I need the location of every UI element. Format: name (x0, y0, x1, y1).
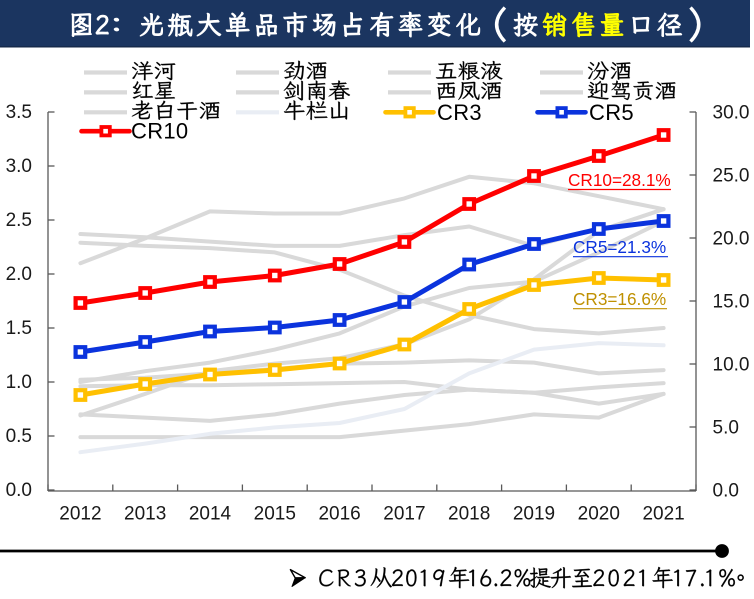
svg-text:CR3=16.6%: CR3=16.6% (573, 289, 666, 309)
svg-text:2018: 2018 (448, 504, 490, 525)
svg-text:0.0: 0.0 (713, 481, 739, 502)
svg-text:30.0: 30.0 (713, 103, 750, 124)
svg-text:1.0: 1.0 (6, 372, 32, 393)
svg-text:1.5: 1.5 (6, 318, 32, 339)
svg-text:3.0: 3.0 (6, 156, 32, 177)
svg-text:CR5: CR5 (589, 100, 634, 125)
svg-text:2019: 2019 (513, 504, 555, 525)
svg-text:2021: 2021 (642, 504, 684, 525)
svg-text:2.0: 2.0 (6, 264, 32, 285)
svg-text:CR10: CR10 (131, 119, 188, 144)
svg-text:2016: 2016 (318, 504, 360, 525)
svg-text:15.0: 15.0 (713, 292, 750, 313)
svg-text:CR5=21.3%: CR5=21.3% (573, 237, 666, 257)
svg-text:20.0: 20.0 (713, 229, 750, 250)
svg-text:2.5: 2.5 (6, 210, 32, 231)
svg-text:5.0: 5.0 (713, 418, 739, 439)
svg-text:2020: 2020 (578, 504, 620, 525)
svg-text:CR10=28.1%: CR10=28.1% (568, 170, 671, 190)
svg-text:10.0: 10.0 (713, 355, 750, 376)
svg-text:CR3: CR3 (437, 100, 482, 125)
svg-text:2017: 2017 (383, 504, 425, 525)
svg-text:0.0: 0.0 (6, 480, 32, 501)
svg-text:25.0: 25.0 (713, 166, 750, 187)
svg-text:3.5: 3.5 (6, 102, 32, 123)
svg-text:0.5: 0.5 (6, 426, 32, 447)
svg-text:2014: 2014 (189, 504, 232, 525)
svg-text:2012: 2012 (59, 504, 101, 525)
svg-text:2015: 2015 (254, 504, 296, 525)
svg-text:2013: 2013 (124, 504, 166, 525)
